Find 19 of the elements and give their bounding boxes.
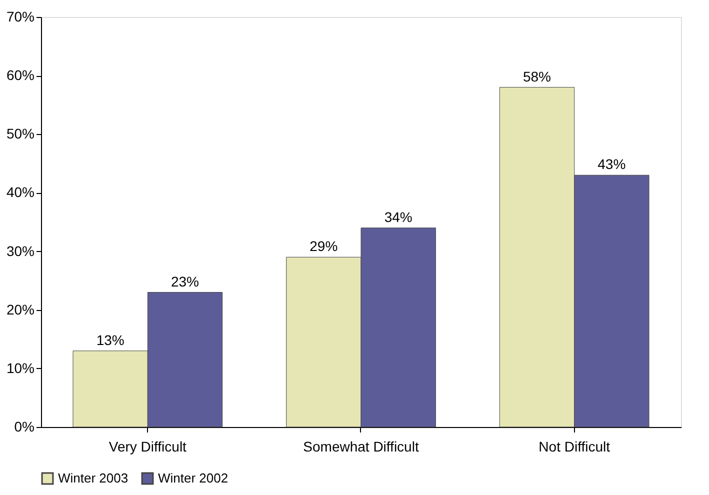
x-tick-label: Somewhat Difficult [303,438,419,454]
y-tick-label: 0% [14,418,34,434]
y-tick-label: 50% [6,126,34,142]
x-tick-label: Not Difficult [538,438,610,454]
y-tick-label: 60% [6,67,34,84]
y-tick-label: 40% [6,184,34,200]
y-tick-label: 20% [6,301,34,318]
legend-label: Winter 2002 [158,470,228,486]
y-tick-label: 70% [6,8,34,24]
data-label: 29% [310,238,338,254]
data-label: 34% [384,208,412,225]
x-tick-label: Very Difficult [108,438,187,454]
data-label: 23% [170,273,200,290]
data-label: 13% [96,332,124,348]
y-tick-label: 30% [6,242,34,259]
data-label: 43% [598,156,626,172]
data-label: 58% [522,68,552,84]
legend-label: Winter 2003 [58,470,128,486]
y-tick-label: 10% [6,360,34,376]
